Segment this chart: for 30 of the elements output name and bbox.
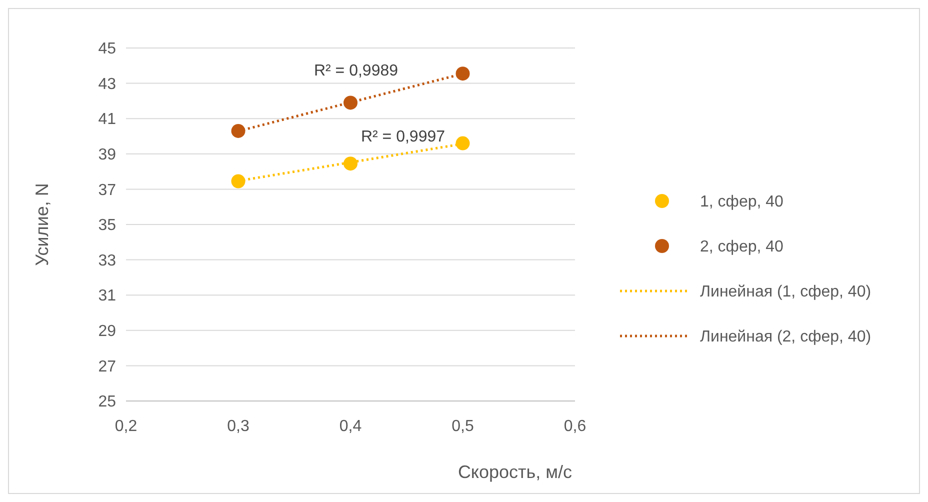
- point: [231, 124, 246, 138]
- y-tick-label: 33: [98, 252, 116, 270]
- y-tick-label: 25: [98, 394, 116, 411]
- legend-label: 1, сфер, 40: [700, 194, 784, 211]
- annotation: R² = 0,9989: [314, 62, 398, 80]
- y-axis-title: Усилие, N: [32, 183, 52, 266]
- y-tick-label: 43: [98, 76, 116, 93]
- point: [231, 174, 246, 188]
- y-tick-label: 37: [98, 182, 116, 199]
- legend-label: Линейная (1, сфер, 40): [700, 284, 872, 301]
- x-tick-label: 0,4: [339, 418, 362, 435]
- point: [344, 96, 358, 110]
- y-tick-label: 27: [98, 358, 116, 376]
- point: [456, 66, 470, 81]
- legend-label: Линейная (2, сфер, 40): [700, 328, 872, 346]
- point: [344, 156, 358, 171]
- y-tick-label: 45: [98, 40, 116, 58]
- x-tick-label: 0,3: [227, 418, 250, 435]
- y-tick-label: 31: [98, 288, 116, 305]
- x-tick-label: 0,5: [452, 418, 474, 435]
- y-tick-label: 29: [98, 323, 116, 340]
- annotation: R² = 0,9997: [360, 128, 446, 146]
- point: [456, 136, 470, 150]
- y-tick-label: 35: [98, 217, 116, 234]
- y-tick-label: 41: [98, 111, 116, 128]
- x-tick-label: 0,6: [564, 418, 586, 435]
- y-tick-label: 39: [98, 146, 116, 164]
- legend-label: 2, сфер, 40: [700, 238, 784, 256]
- x-axis-title: Скорость, м/с: [458, 462, 572, 482]
- x-tick-label: 0,2: [114, 418, 138, 435]
